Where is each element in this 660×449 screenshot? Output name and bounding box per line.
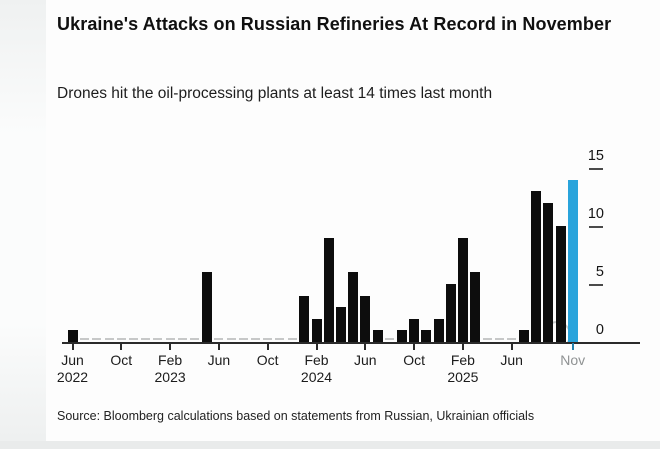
bar-oct-2025[interactable] xyxy=(555,226,566,342)
zero-mark-sep-2023 xyxy=(251,338,260,340)
x-tick-feb-2024 xyxy=(315,343,318,350)
x-label-feb-2024: Feb 2024 xyxy=(300,352,333,385)
zero-mark-may-2025 xyxy=(495,338,504,340)
zero-mark-apr-2025 xyxy=(482,338,492,340)
x-label-jun-2022: Jun 2022 xyxy=(56,352,89,385)
zero-mark-oct-2022 xyxy=(116,338,126,340)
bar-jun-2024[interactable] xyxy=(360,295,371,342)
x-label-nov-2025: Nov xyxy=(560,352,586,368)
bar-jul-2025[interactable] xyxy=(518,330,529,342)
bar-oct-2024[interactable] xyxy=(409,318,420,342)
y-tick-5 xyxy=(589,284,603,286)
zero-mark-jul-2022 xyxy=(80,338,90,340)
zero-mark-sep-2022 xyxy=(104,338,114,340)
x-axis-line xyxy=(62,342,640,344)
x-tick-oct-2024 xyxy=(413,343,416,350)
bar-sep-2025[interactable] xyxy=(543,202,554,342)
zero-mark-oct-2023 xyxy=(263,338,273,340)
x-label-oct-2023: Oct xyxy=(256,352,279,368)
x-tick-feb-2023 xyxy=(169,343,172,350)
bar-mar-2024[interactable] xyxy=(323,237,334,342)
x-tick-feb-2025 xyxy=(461,343,464,350)
bar-nov-2025[interactable] xyxy=(567,179,578,342)
x-tick-jun-2022 xyxy=(71,343,74,350)
zero-mark-dec-2022 xyxy=(141,338,151,340)
x-tick-nov-2025 xyxy=(571,343,574,350)
chart-subtitle: Drones hit the oil-processing plants at … xyxy=(57,85,493,102)
bar-mar-2025[interactable] xyxy=(470,272,481,342)
zero-mark-aug-2022 xyxy=(92,338,102,340)
bar-may-2023[interactable] xyxy=(201,272,212,342)
refinery-attacks-bar-chart: Jun 2022 Oct Feb 2023 Jun Oct Feb 2024 Jun Oct Feb 2… xyxy=(0,130,660,390)
bar-dec-2024[interactable] xyxy=(433,318,444,342)
zero-mark-apr-2023 xyxy=(190,338,199,340)
x-label-oct-2024: Oct xyxy=(403,352,425,368)
zero-mark-feb-2023 xyxy=(165,338,175,340)
bar-nov-2024[interactable] xyxy=(421,330,432,342)
zero-mark-aug-2024 xyxy=(385,338,395,340)
x-tick-jun-2025 xyxy=(510,343,513,350)
zero-mark-dec-2023 xyxy=(287,338,297,340)
bar-sep-2024[interactable] xyxy=(396,330,407,342)
x-label-feb-2025: Feb 2025 xyxy=(447,352,479,385)
bar-apr-2024[interactable] xyxy=(335,307,346,342)
y-tick-10 xyxy=(589,226,603,228)
zero-mark-nov-2023 xyxy=(275,338,285,340)
zero-mark-aug-2023 xyxy=(238,338,248,340)
x-tick-jun-2024 xyxy=(364,343,367,350)
zero-mark-jul-2023 xyxy=(226,338,236,340)
zero-mark-jun-2025 xyxy=(507,338,517,340)
x-label-jun-2023: Jun xyxy=(207,352,231,368)
x-tick-oct-2023 xyxy=(266,343,269,350)
bar-jul-2024[interactable] xyxy=(372,330,383,342)
bar-aug-2025[interactable] xyxy=(531,191,542,342)
source-note: Source: Bloomberg calculations based on … xyxy=(57,409,535,423)
x-tick-oct-2022 xyxy=(120,343,123,350)
bar-feb-2025[interactable] xyxy=(457,237,468,342)
x-label-jun-2024: Jun xyxy=(354,352,377,368)
y-tick-15 xyxy=(589,168,603,170)
y-label-0: 0 xyxy=(595,322,604,338)
zero-mark-mar-2023 xyxy=(177,338,187,340)
bar-feb-2024[interactable] xyxy=(311,318,322,342)
zero-mark-jan-2023 xyxy=(153,338,163,340)
zero-mark-nov-2022 xyxy=(129,338,138,340)
page-left-margin xyxy=(0,0,46,449)
bar-jun-2022[interactable] xyxy=(67,330,78,342)
x-label-feb-2023: Feb 2023 xyxy=(154,352,186,385)
x-label-oct-2022: Oct xyxy=(110,352,133,368)
y-label-5: 5 xyxy=(595,264,604,280)
bar-may-2024[interactable] xyxy=(348,272,359,342)
bar-jan-2025[interactable] xyxy=(445,284,456,342)
x-label-jun-2025: Jun xyxy=(500,352,523,368)
zero-mark-jun-2023 xyxy=(214,338,224,340)
page-bottom-margin xyxy=(0,441,660,449)
bar-jan-2024[interactable] xyxy=(299,295,310,342)
chart-title: Ukraine's Attacks on Russian Refineries … xyxy=(57,14,612,34)
y-label-15: 15 xyxy=(587,148,604,164)
x-tick-jun-2023 xyxy=(217,343,220,350)
y-label-10: 10 xyxy=(587,206,604,222)
